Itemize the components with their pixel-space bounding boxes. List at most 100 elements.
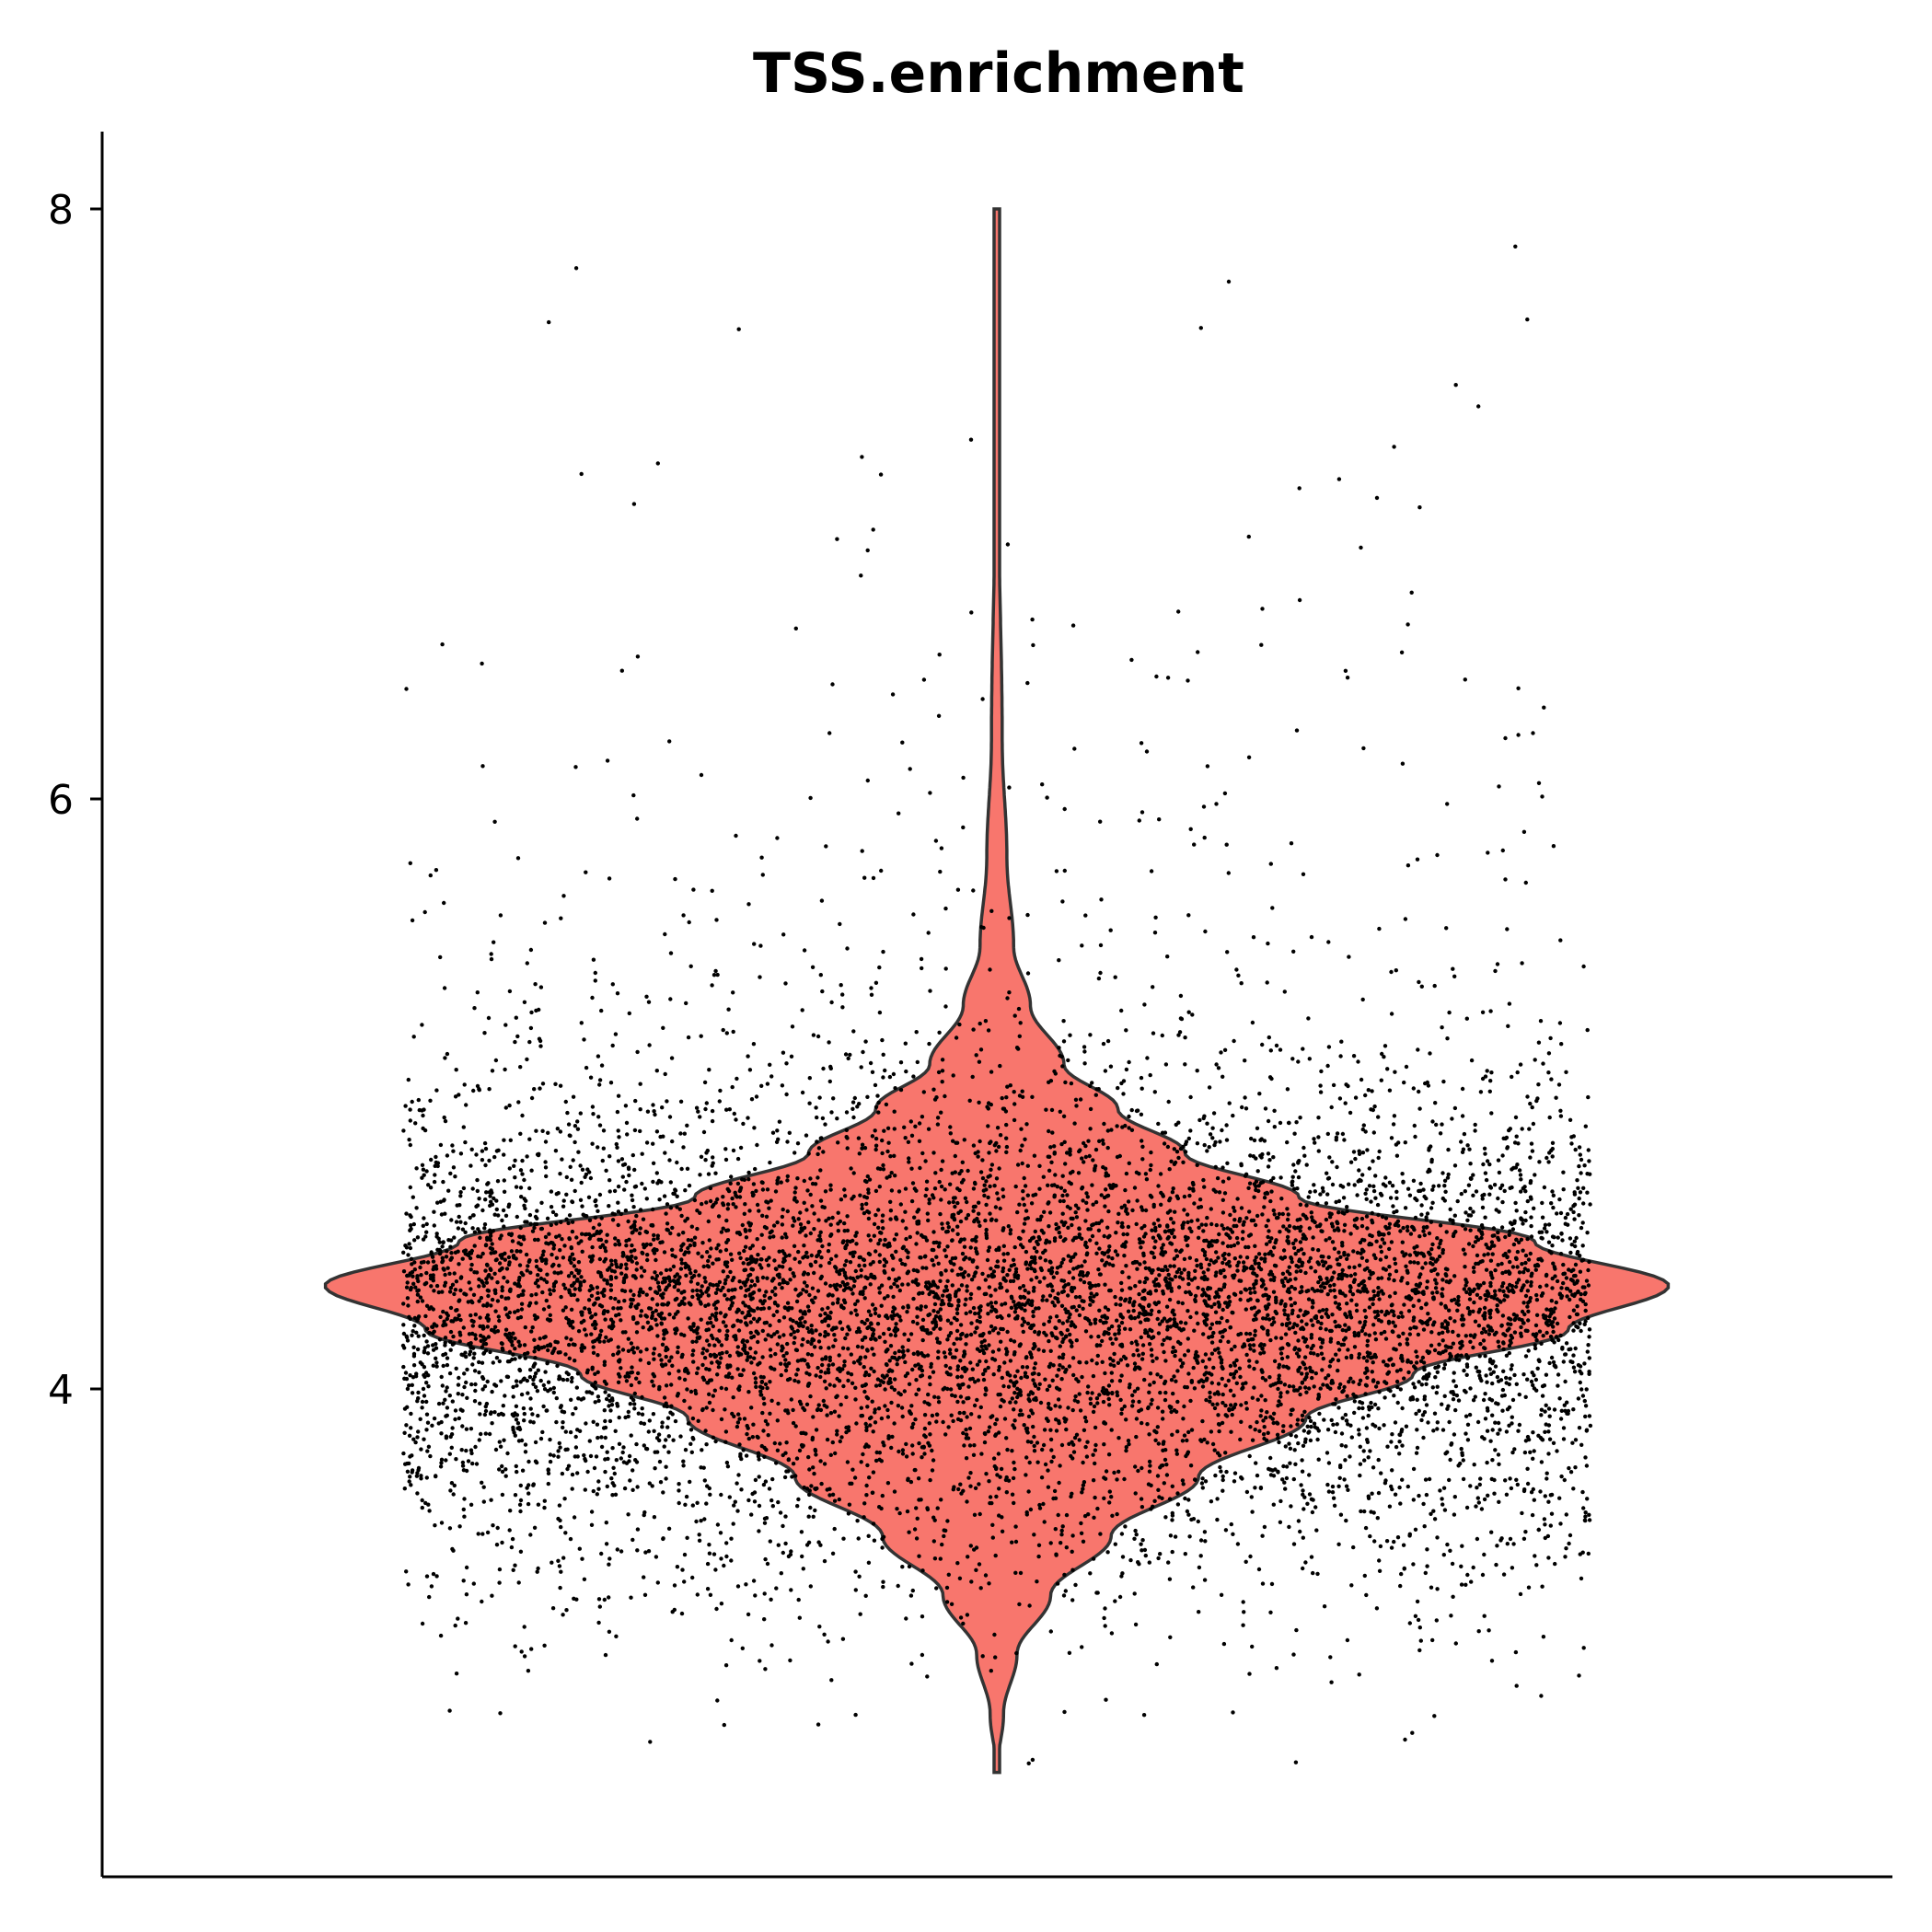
- data-point: [1078, 1097, 1083, 1102]
- data-point: [1468, 1206, 1473, 1211]
- data-point: [971, 1452, 977, 1458]
- data-point: [746, 1390, 751, 1394]
- data-point: [1523, 880, 1529, 885]
- data-point: [823, 1189, 828, 1194]
- data-point: [987, 1479, 991, 1484]
- data-point: [958, 1359, 963, 1363]
- data-point: [1232, 1363, 1238, 1368]
- data-point: [791, 1407, 795, 1413]
- data-point: [702, 1080, 708, 1085]
- data-point: [638, 1082, 642, 1086]
- data-point: [925, 1211, 930, 1216]
- data-point: [1093, 1321, 1098, 1325]
- data-point: [1301, 1507, 1306, 1511]
- data-point: [1546, 1452, 1551, 1456]
- data-point: [511, 1425, 515, 1430]
- data-point: [1335, 1422, 1339, 1427]
- data-point: [638, 1358, 642, 1362]
- data-point: [700, 1362, 705, 1368]
- data-point: [1407, 1533, 1412, 1538]
- data-point: [1175, 1369, 1180, 1373]
- data-point: [1282, 1312, 1288, 1317]
- data-point: [1107, 1489, 1113, 1494]
- data-point: [1268, 1610, 1273, 1615]
- data-point: [1363, 1129, 1368, 1134]
- data-point: [1335, 1257, 1339, 1262]
- data-point: [1183, 1062, 1187, 1067]
- data-point: [1224, 1123, 1229, 1128]
- data-point: [746, 1436, 751, 1441]
- data-point: [607, 1189, 612, 1194]
- data-point: [1055, 1373, 1059, 1378]
- data-point: [938, 1556, 943, 1561]
- data-point: [1493, 1448, 1498, 1452]
- data-point: [500, 1218, 504, 1223]
- data-point: [1482, 1305, 1487, 1311]
- data-point: [818, 1369, 824, 1374]
- data-point: [1358, 1400, 1362, 1405]
- data-point: [676, 1345, 680, 1350]
- data-point: [1579, 1258, 1584, 1263]
- data-point: [1547, 1437, 1553, 1441]
- data-point: [710, 1360, 714, 1365]
- data-point: [502, 1275, 506, 1280]
- data-point: [695, 1331, 700, 1336]
- data-point: [503, 1105, 508, 1110]
- data-point: [522, 1625, 526, 1629]
- data-point: [1510, 1265, 1516, 1269]
- data-point: [1052, 1238, 1058, 1244]
- data-point: [959, 1169, 964, 1174]
- data-point: [1080, 1264, 1084, 1268]
- data-point: [482, 1226, 487, 1231]
- data-point: [1073, 1097, 1079, 1103]
- data-point: [1474, 1365, 1479, 1370]
- data-point: [1103, 1305, 1108, 1310]
- data-point: [403, 1371, 409, 1375]
- data-point: [760, 1213, 765, 1219]
- data-point: [422, 909, 427, 915]
- data-point: [1142, 1002, 1147, 1007]
- data-point: [449, 1251, 454, 1255]
- data-point: [1430, 1256, 1436, 1261]
- data-point: [979, 925, 984, 930]
- data-point: [485, 1325, 490, 1329]
- data-point: [1062, 806, 1067, 812]
- data-point: [463, 1350, 468, 1355]
- data-point: [491, 1523, 495, 1528]
- data-point: [1246, 755, 1252, 759]
- data-point: [1116, 1324, 1122, 1329]
- data-point: [788, 1552, 793, 1557]
- data-point: [1435, 1384, 1440, 1389]
- data-point: [1258, 1486, 1264, 1490]
- data-point: [707, 1400, 712, 1406]
- data-point: [1197, 1117, 1202, 1123]
- data-point: [547, 1304, 551, 1310]
- data-point: [710, 983, 714, 988]
- data-point: [1150, 1308, 1154, 1313]
- data-point: [868, 1423, 873, 1428]
- data-point: [1550, 1244, 1555, 1248]
- data-point: [1508, 1221, 1513, 1225]
- data-point: [1348, 1232, 1353, 1236]
- data-point: [597, 1082, 602, 1087]
- data-point: [718, 1311, 723, 1315]
- data-point: [1056, 1397, 1061, 1402]
- data-point: [1224, 842, 1229, 847]
- data-point: [770, 1289, 775, 1294]
- data-point: [835, 1301, 840, 1305]
- data-point: [915, 1321, 920, 1326]
- data-point: [1345, 1314, 1349, 1320]
- data-point: [1300, 1417, 1305, 1423]
- data-point: [1558, 1210, 1564, 1216]
- data-point: [757, 1475, 761, 1479]
- data-point: [503, 1067, 507, 1072]
- data-point: [1360, 997, 1365, 1002]
- data-point: [1546, 1240, 1552, 1244]
- violin-body: [323, 207, 1671, 1775]
- data-point: [1360, 1416, 1366, 1420]
- data-point: [710, 1313, 715, 1317]
- data-point: [1088, 1571, 1093, 1576]
- data-point: [613, 1243, 618, 1247]
- data-point: [1445, 1329, 1451, 1334]
- data-point: [1216, 1255, 1221, 1260]
